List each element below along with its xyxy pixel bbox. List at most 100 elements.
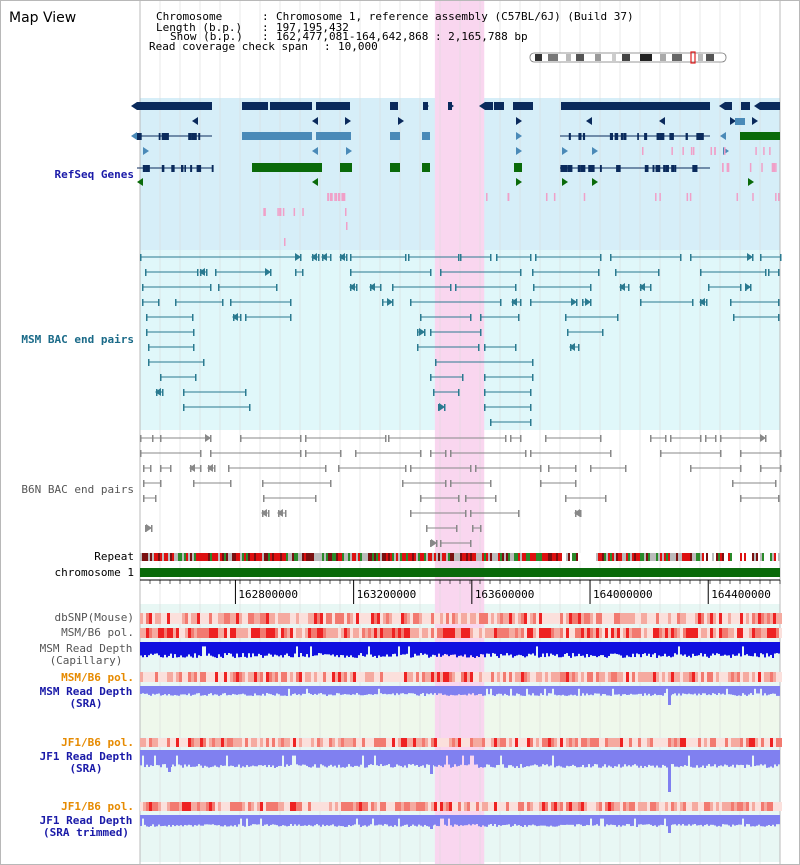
heat-cell xyxy=(302,628,305,638)
depth-bar xyxy=(352,815,354,826)
depth-bar xyxy=(532,686,534,694)
depth-bar xyxy=(764,686,766,694)
depth-bar xyxy=(308,750,310,768)
heat-cell xyxy=(425,802,428,811)
depth-bar xyxy=(306,686,308,689)
heat-cell xyxy=(653,802,656,811)
heat-cell xyxy=(611,672,614,682)
depth-bar xyxy=(648,750,650,765)
repeat-mark xyxy=(492,553,494,561)
heat-cell xyxy=(599,802,602,811)
depth-bar xyxy=(418,686,420,696)
repeat-mark xyxy=(496,553,498,561)
depth-bar xyxy=(336,686,338,694)
repeat-mark xyxy=(238,553,240,561)
repeat-mark xyxy=(378,553,380,561)
bac-end-mark xyxy=(193,344,195,351)
depth-bar xyxy=(184,815,186,825)
refseq-genes xyxy=(131,102,780,246)
refseq-gene-row3b-exon xyxy=(696,133,698,140)
heat-cell xyxy=(572,802,575,811)
heat-cell xyxy=(224,628,227,638)
repeat-mark xyxy=(220,553,222,561)
depth-bar xyxy=(222,750,224,766)
depth-bar xyxy=(460,642,462,656)
depth-bar xyxy=(548,686,550,694)
bac-end-mark xyxy=(650,284,652,291)
depth-bar xyxy=(358,815,360,825)
depth-bar xyxy=(210,815,212,825)
heat-cell xyxy=(395,613,398,624)
est-mark xyxy=(335,193,338,201)
heat-cell xyxy=(278,738,281,747)
heat-cell xyxy=(323,672,326,682)
heat-cell xyxy=(641,802,644,811)
heat-cell xyxy=(155,672,158,682)
heat-cell xyxy=(488,628,491,638)
repeat-mark xyxy=(530,553,532,561)
depth-bar xyxy=(498,815,500,826)
repeat-mark xyxy=(396,553,398,561)
depth-bar xyxy=(722,750,724,767)
depth-bar xyxy=(370,642,372,655)
depth-bar xyxy=(632,642,634,654)
repeat-mark xyxy=(180,553,182,561)
repeat-mark xyxy=(322,553,324,561)
depth-bar xyxy=(208,750,210,768)
depth-bar xyxy=(394,642,396,654)
bac-end-mark xyxy=(445,450,447,457)
heat-cell xyxy=(767,613,770,624)
bac-end-mark xyxy=(285,510,287,517)
est-mark xyxy=(722,163,724,172)
depth-bar xyxy=(232,815,234,827)
depth-bar xyxy=(210,642,212,656)
bac-end-mark xyxy=(158,299,160,306)
repeat-mark xyxy=(456,553,458,561)
heat-cell xyxy=(545,613,548,624)
heat-cell xyxy=(482,613,485,624)
heat-cell xyxy=(146,613,149,624)
bac-end-mark xyxy=(245,314,247,321)
heat-cell xyxy=(533,738,536,747)
depth-bar xyxy=(220,750,222,766)
depth-bar xyxy=(732,815,734,825)
depth-bar xyxy=(354,750,356,766)
depth-bar xyxy=(326,815,328,826)
heat-cell xyxy=(410,628,413,638)
repeat-mark xyxy=(144,553,146,561)
bac-end-mark xyxy=(532,359,534,366)
repeat-mark xyxy=(638,553,640,561)
est-mark xyxy=(329,193,332,201)
depth-bar xyxy=(316,642,318,656)
depth-bar xyxy=(232,642,234,657)
depth-bar xyxy=(422,815,424,827)
heat-cell xyxy=(773,738,776,747)
depth-bar xyxy=(596,815,598,825)
depth-bar xyxy=(302,750,304,765)
depth-bar xyxy=(166,686,168,696)
heat-cell xyxy=(773,613,776,624)
refseq-strand-arrow xyxy=(390,102,396,110)
repeat-mark xyxy=(356,553,358,561)
heat-cell xyxy=(590,738,593,747)
bac-end-mark xyxy=(510,435,512,442)
repeat-mark xyxy=(612,553,614,561)
heat-cell xyxy=(380,672,383,682)
heat-cell xyxy=(731,802,734,811)
depth-bar xyxy=(716,815,718,827)
heat-cell xyxy=(149,628,152,638)
heat-cell xyxy=(215,628,218,638)
repeat-mark xyxy=(342,553,344,561)
depth-bar xyxy=(190,750,192,767)
heat-cell xyxy=(356,738,359,747)
depth-bar xyxy=(438,642,440,654)
heat-cell xyxy=(308,613,311,624)
est-mark xyxy=(690,147,693,155)
repeat-mark xyxy=(228,553,230,561)
depth-bar xyxy=(420,815,422,826)
heat-cell xyxy=(566,613,569,624)
depth-bar xyxy=(510,686,512,689)
heat-cell xyxy=(737,613,740,624)
depth-bar xyxy=(640,686,642,694)
